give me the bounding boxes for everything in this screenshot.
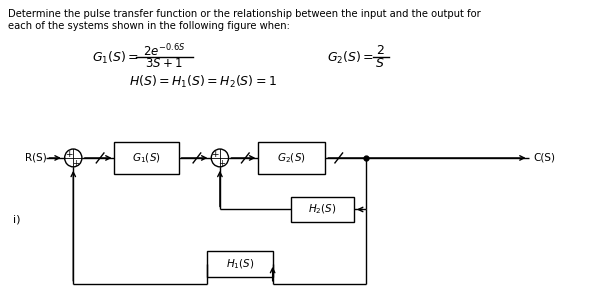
Text: +: +: [65, 150, 72, 159]
Text: +: +: [211, 150, 219, 159]
Text: $2$: $2$: [376, 44, 384, 57]
Text: $H_1(S)$: $H_1(S)$: [226, 257, 254, 271]
Text: $G_1(S)$: $G_1(S)$: [133, 151, 161, 165]
Bar: [207, 251, 273, 277]
Text: $G_2(S)$: $G_2(S)$: [277, 151, 306, 165]
Text: $G_1(S) =$: $G_1(S) =$: [92, 50, 140, 66]
Text: +: +: [219, 159, 225, 169]
Bar: [258, 142, 325, 174]
Circle shape: [211, 149, 229, 167]
Text: $S$: $S$: [375, 57, 385, 70]
Text: +: +: [72, 159, 78, 169]
Text: C(S): C(S): [533, 153, 555, 163]
Text: R(S): R(S): [25, 153, 47, 163]
Circle shape: [65, 149, 82, 167]
Text: each of the systems shown in the following figure when:: each of the systems shown in the followi…: [8, 21, 290, 31]
Text: $H(S) = H_1(S) = H_2(S) = 1$: $H(S) = H_1(S) = H_2(S) = 1$: [129, 74, 277, 90]
Text: $H_2(S)$: $H_2(S)$: [308, 203, 337, 216]
Text: Determine the pulse transfer function or the relationship between the input and : Determine the pulse transfer function or…: [8, 9, 481, 19]
Text: $3S+1$: $3S+1$: [145, 57, 183, 70]
Bar: [291, 197, 354, 222]
Text: i): i): [13, 214, 21, 224]
Bar: [114, 142, 178, 174]
Text: $2e^{-0.6S}$: $2e^{-0.6S}$: [143, 43, 186, 59]
Text: $G_2(S) =$: $G_2(S) =$: [327, 50, 374, 66]
